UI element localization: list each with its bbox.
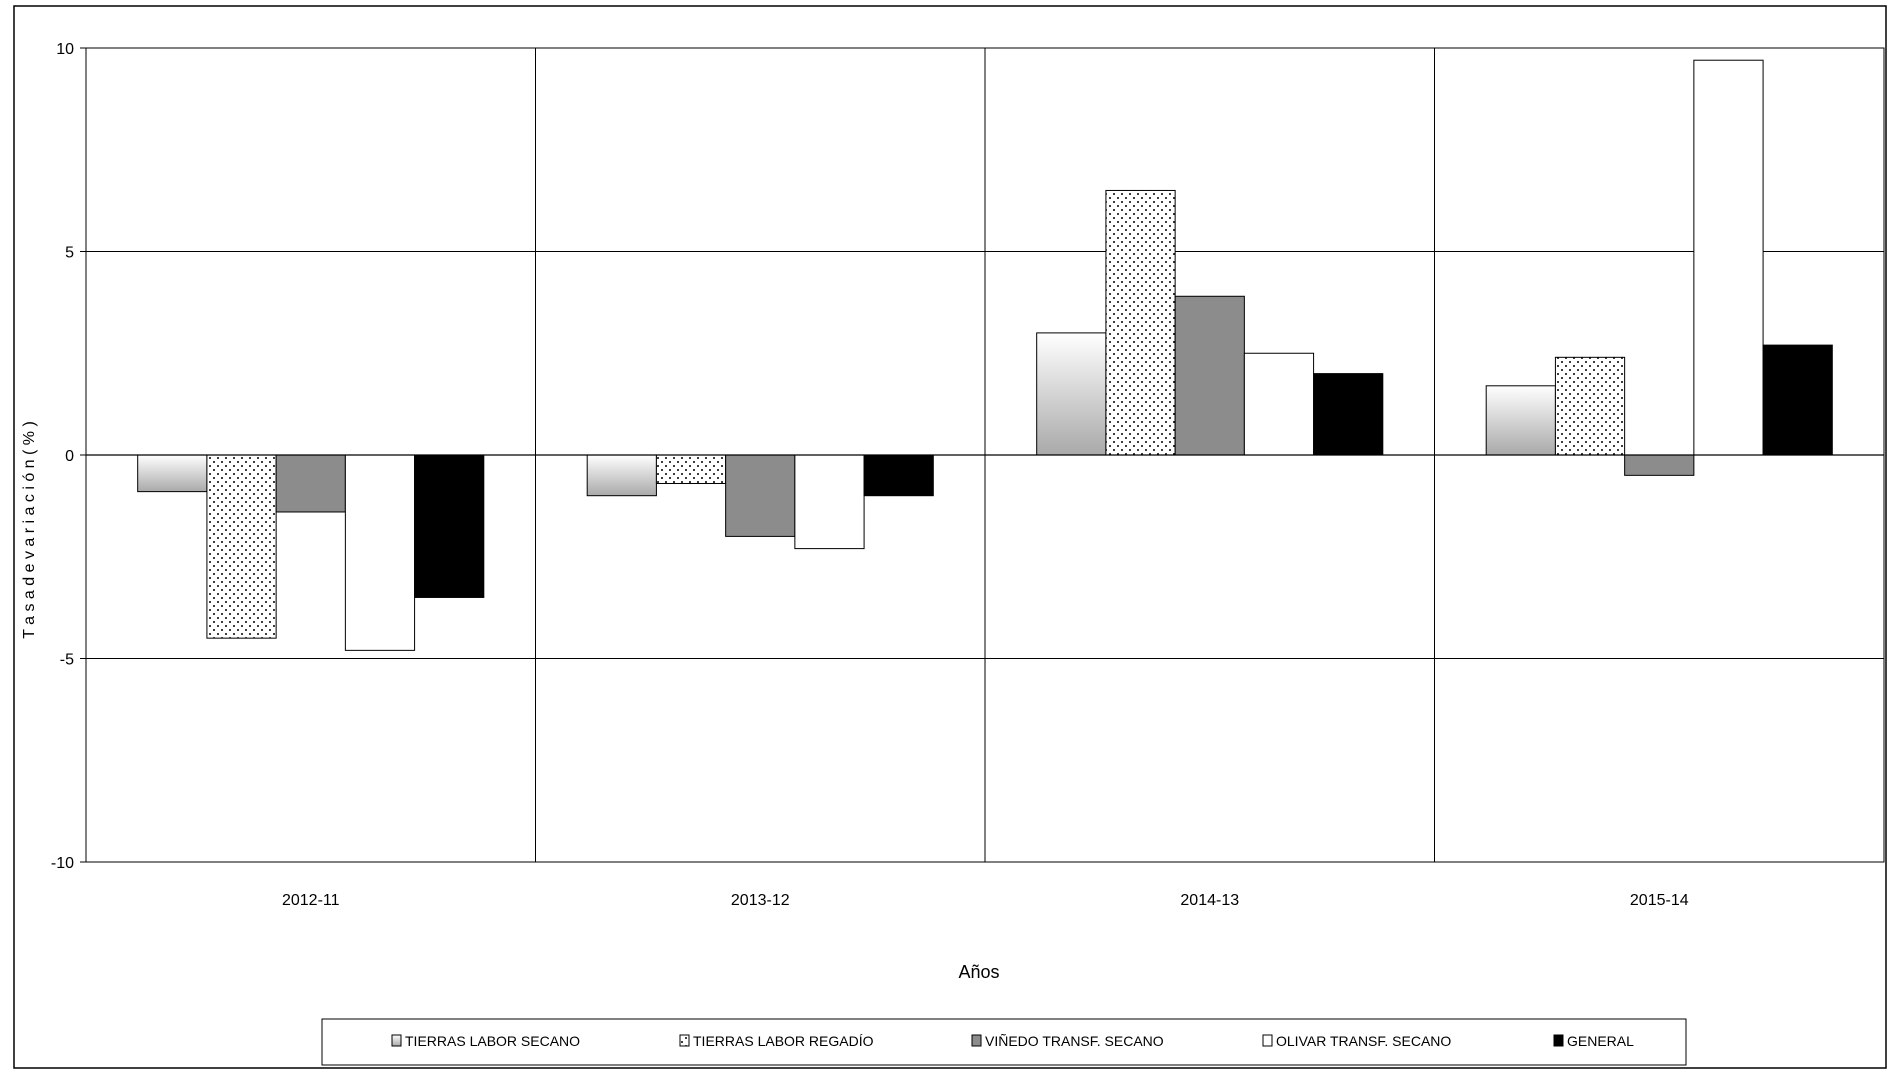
outer-frame xyxy=(13,5,1887,1069)
axes-layer: 10 5 0 -5 -10 2012-11 2013-12 2014-13 2015-14 xyxy=(51,41,1884,909)
x-axis-label: Años xyxy=(958,962,999,982)
legend: TIERRAS LABOR SECANO TIERRAS LABOR REGADÍ… xyxy=(321,1018,1687,1066)
y-tick-label: 0 xyxy=(65,448,74,465)
legend-box xyxy=(321,1018,1687,1066)
bar xyxy=(863,454,934,497)
bar xyxy=(137,454,208,493)
bar xyxy=(655,454,727,484)
legend-label: VIÑEDO TRANSF. SECANO xyxy=(985,1033,1164,1049)
bar xyxy=(1485,385,1556,456)
legend-swatch xyxy=(679,1034,690,1047)
y-tick-label: 5 xyxy=(65,245,74,262)
y-tick-label: 10 xyxy=(56,41,74,58)
y-axis-label: T a s a d e v a r i a c i ó n ( % ) xyxy=(21,421,38,639)
bar xyxy=(1693,59,1764,456)
bar xyxy=(1105,189,1176,456)
x-tick-label: 2012-11 xyxy=(282,892,340,909)
legend-label: OLIVAR TRANSF. SECANO xyxy=(1276,1033,1451,1049)
bar xyxy=(1174,295,1245,456)
legend-swatch xyxy=(1262,1034,1273,1047)
x-tick-label: 2013-12 xyxy=(731,892,790,909)
bar xyxy=(586,454,657,497)
legend-swatch xyxy=(971,1034,982,1047)
bar xyxy=(206,454,277,639)
bar xyxy=(1243,352,1315,456)
y-tick-label: -10 xyxy=(51,855,74,872)
legend-swatch xyxy=(1553,1034,1564,1047)
bar xyxy=(1762,344,1833,456)
bar xyxy=(1624,454,1695,476)
y-tick-label: -5 xyxy=(60,652,74,669)
bar xyxy=(1554,356,1626,456)
x-tick-label: 2014-13 xyxy=(1180,892,1239,909)
legend-label: TIERRAS LABOR REGADÍO xyxy=(693,1033,874,1049)
x-tick-label: 2015-14 xyxy=(1630,892,1689,909)
bars-layer xyxy=(137,59,1833,651)
legend-swatch xyxy=(391,1034,402,1047)
legend-label: GENERAL xyxy=(1567,1033,1634,1049)
bar xyxy=(725,454,796,537)
bar xyxy=(1036,332,1107,456)
bar xyxy=(794,454,865,550)
bar xyxy=(414,454,485,598)
legend-label: TIERRAS LABOR SECANO xyxy=(405,1033,580,1049)
bar xyxy=(1313,373,1384,456)
bar xyxy=(344,454,416,651)
bar xyxy=(275,454,346,513)
